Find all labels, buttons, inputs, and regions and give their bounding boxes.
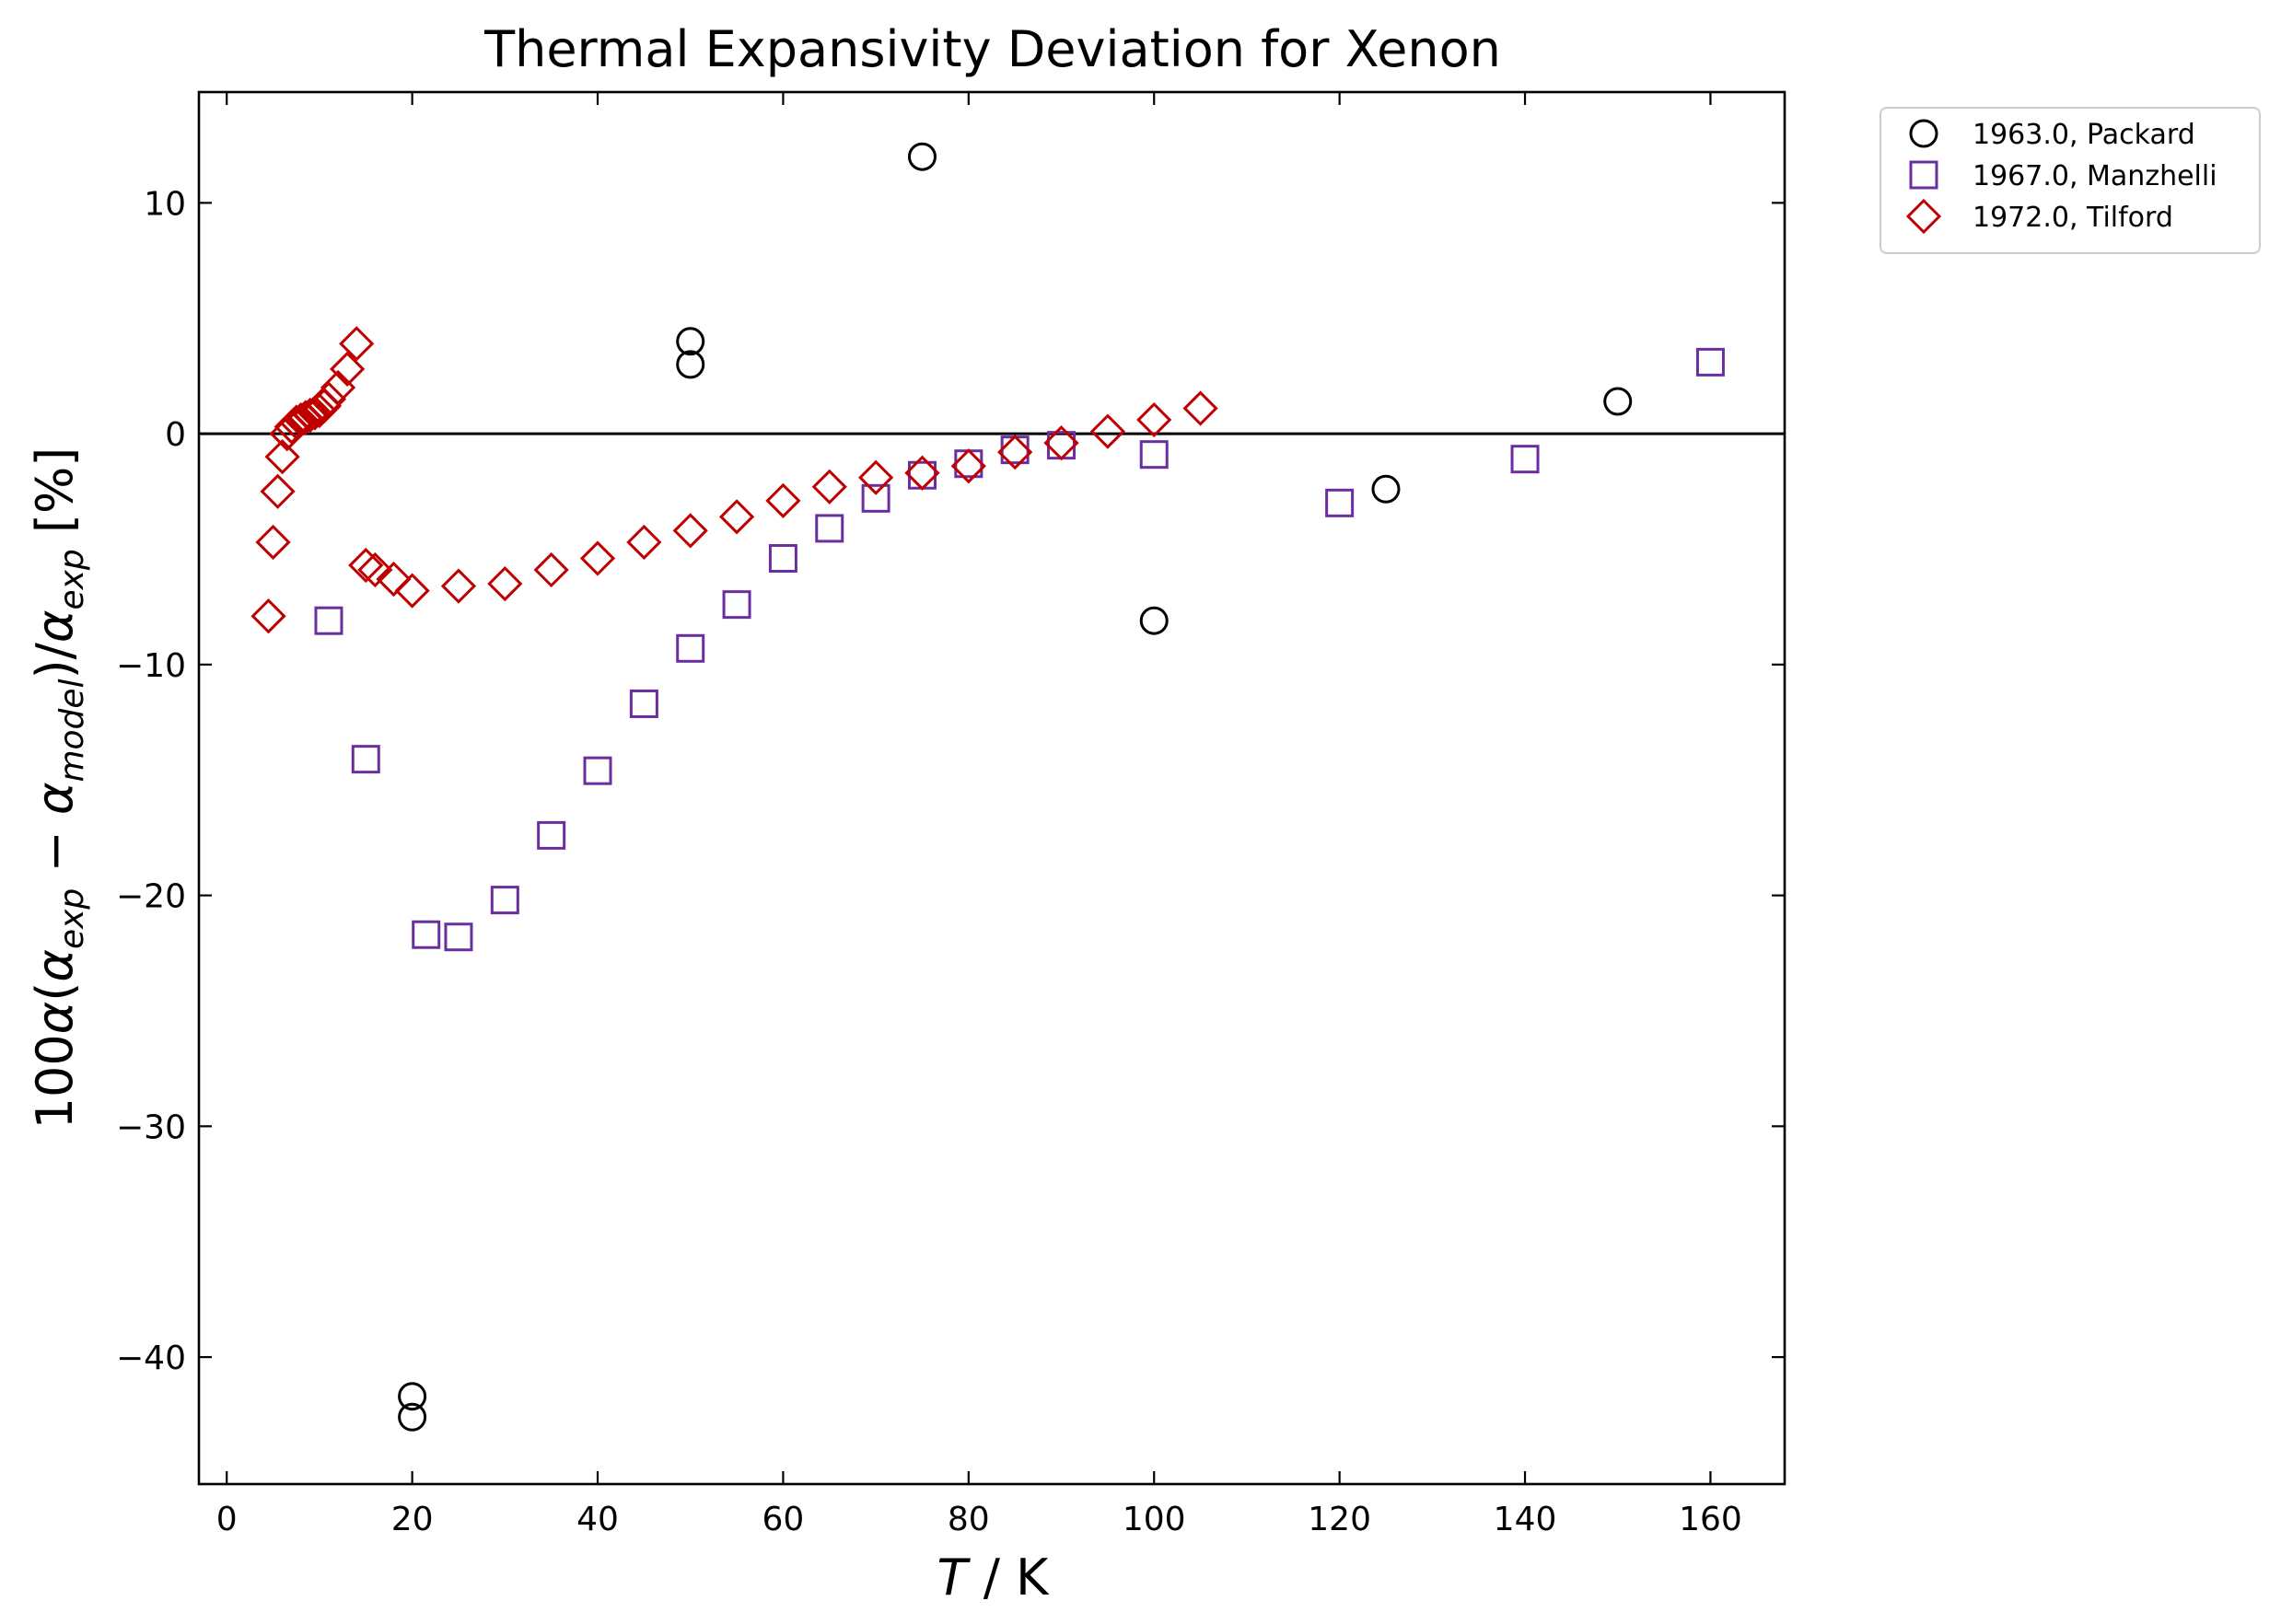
data-point <box>1139 440 1169 470</box>
data-point <box>718 499 755 535</box>
data-point <box>583 756 612 785</box>
x-tick-label: 160 <box>1679 1501 1742 1538</box>
data-point <box>626 524 662 561</box>
y-tick-label: −30 <box>116 1108 186 1146</box>
data-point <box>487 565 523 602</box>
plot-frame <box>197 90 1786 1486</box>
data-point <box>676 327 705 356</box>
x-tick-label: 0 <box>216 1501 238 1538</box>
x-axis-label: T / K <box>937 1549 1051 1607</box>
x-tick-label: 100 <box>1123 1501 1186 1538</box>
y-tick-label: −20 <box>116 878 186 916</box>
y-tick-label: −10 <box>116 647 186 685</box>
data-point <box>676 633 705 663</box>
data-point <box>278 404 314 440</box>
data-point <box>351 745 380 774</box>
legend-entry: 1963.0, Packard <box>1909 119 2195 151</box>
data-point <box>1325 488 1355 517</box>
legend-marker <box>1905 198 1942 235</box>
data-point <box>260 473 296 509</box>
legend-frame <box>1879 107 2261 254</box>
data-point <box>1139 606 1169 635</box>
data-point <box>339 326 375 362</box>
x-tick-label: 140 <box>1494 1501 1557 1538</box>
legend-label: 1972.0, Tilford <box>1973 202 2173 234</box>
series-square <box>314 347 1725 952</box>
data-point <box>440 568 477 604</box>
data-point <box>376 561 412 597</box>
data-point <box>330 351 366 388</box>
data-point <box>490 886 519 915</box>
data-point <box>1136 401 1172 438</box>
data-point <box>815 514 844 543</box>
data-point <box>297 395 332 431</box>
legend-marker <box>1909 160 1938 190</box>
data-point <box>533 551 569 588</box>
x-axis-ticks: 0 20 40 60 80 100 120 140 160 <box>216 92 1742 1538</box>
data-point <box>722 590 751 620</box>
data-point <box>292 397 328 434</box>
x-tick-label: 80 <box>948 1501 990 1538</box>
data-point <box>579 540 616 576</box>
data-point <box>765 482 801 518</box>
data-point <box>310 381 347 417</box>
legend: 1963.0, Packard 1967.0, Manzhelli 1972.0, … <box>1879 107 2261 254</box>
legend-label: 1967.0, Manzhelli <box>1973 160 2217 192</box>
data-point <box>1043 425 1079 461</box>
data-point <box>768 544 797 574</box>
data-point <box>907 142 937 171</box>
data-point <box>1603 387 1633 416</box>
data-point <box>255 524 291 561</box>
data-point <box>1182 390 1218 426</box>
data-point <box>1695 347 1725 377</box>
legend-label: 1963.0, Packard <box>1973 119 2195 151</box>
series-diamond <box>250 326 1218 634</box>
legend-entry: 1972.0, Tilford <box>1905 198 2173 235</box>
data-point <box>314 606 343 635</box>
y-axis-label: 100α(αexp − αmodel)/αexp [%] <box>26 447 91 1130</box>
x-tick-label: 60 <box>762 1501 805 1538</box>
data-point <box>444 922 473 952</box>
data-point <box>1371 474 1401 504</box>
data-point <box>997 435 1033 470</box>
data-point <box>904 455 940 491</box>
chart-title: Thermal Expansivity Deviation for Xenon <box>483 20 1501 78</box>
data-point <box>412 920 441 949</box>
y-axis-ticks: −40 −30 −20 −10 0 10 <box>116 185 1785 1377</box>
data-point <box>283 401 319 438</box>
data-point <box>676 350 705 379</box>
data-point <box>811 469 847 505</box>
x-tick-label: 20 <box>391 1501 434 1538</box>
data-point <box>950 448 986 484</box>
legend-entry: 1967.0, Manzhelli <box>1909 160 2217 192</box>
data-points <box>250 142 1725 1432</box>
data-point <box>250 598 286 634</box>
y-tick-label: 0 <box>165 416 186 454</box>
data-point <box>398 1382 427 1411</box>
data-point <box>1089 413 1125 449</box>
data-point <box>348 547 384 584</box>
y-tick-label: 10 <box>144 185 186 223</box>
data-point <box>629 689 658 718</box>
data-point <box>861 483 890 513</box>
y-tick-label: −40 <box>116 1340 186 1377</box>
data-point <box>394 573 430 609</box>
series-circle <box>398 142 1633 1432</box>
legend-marker <box>1909 119 1938 148</box>
data-point <box>357 551 393 588</box>
data-point <box>1510 445 1540 474</box>
data-point <box>672 513 708 549</box>
x-tick-label: 120 <box>1308 1501 1371 1538</box>
data-point <box>858 459 894 495</box>
data-point <box>264 439 300 475</box>
data-point <box>537 820 566 850</box>
x-tick-label: 40 <box>576 1501 619 1538</box>
plot-area: 0 20 40 60 80 100 120 140 160 −40 −30 −20 −10 0 10 <box>116 90 1786 1538</box>
data-point <box>398 1402 427 1432</box>
